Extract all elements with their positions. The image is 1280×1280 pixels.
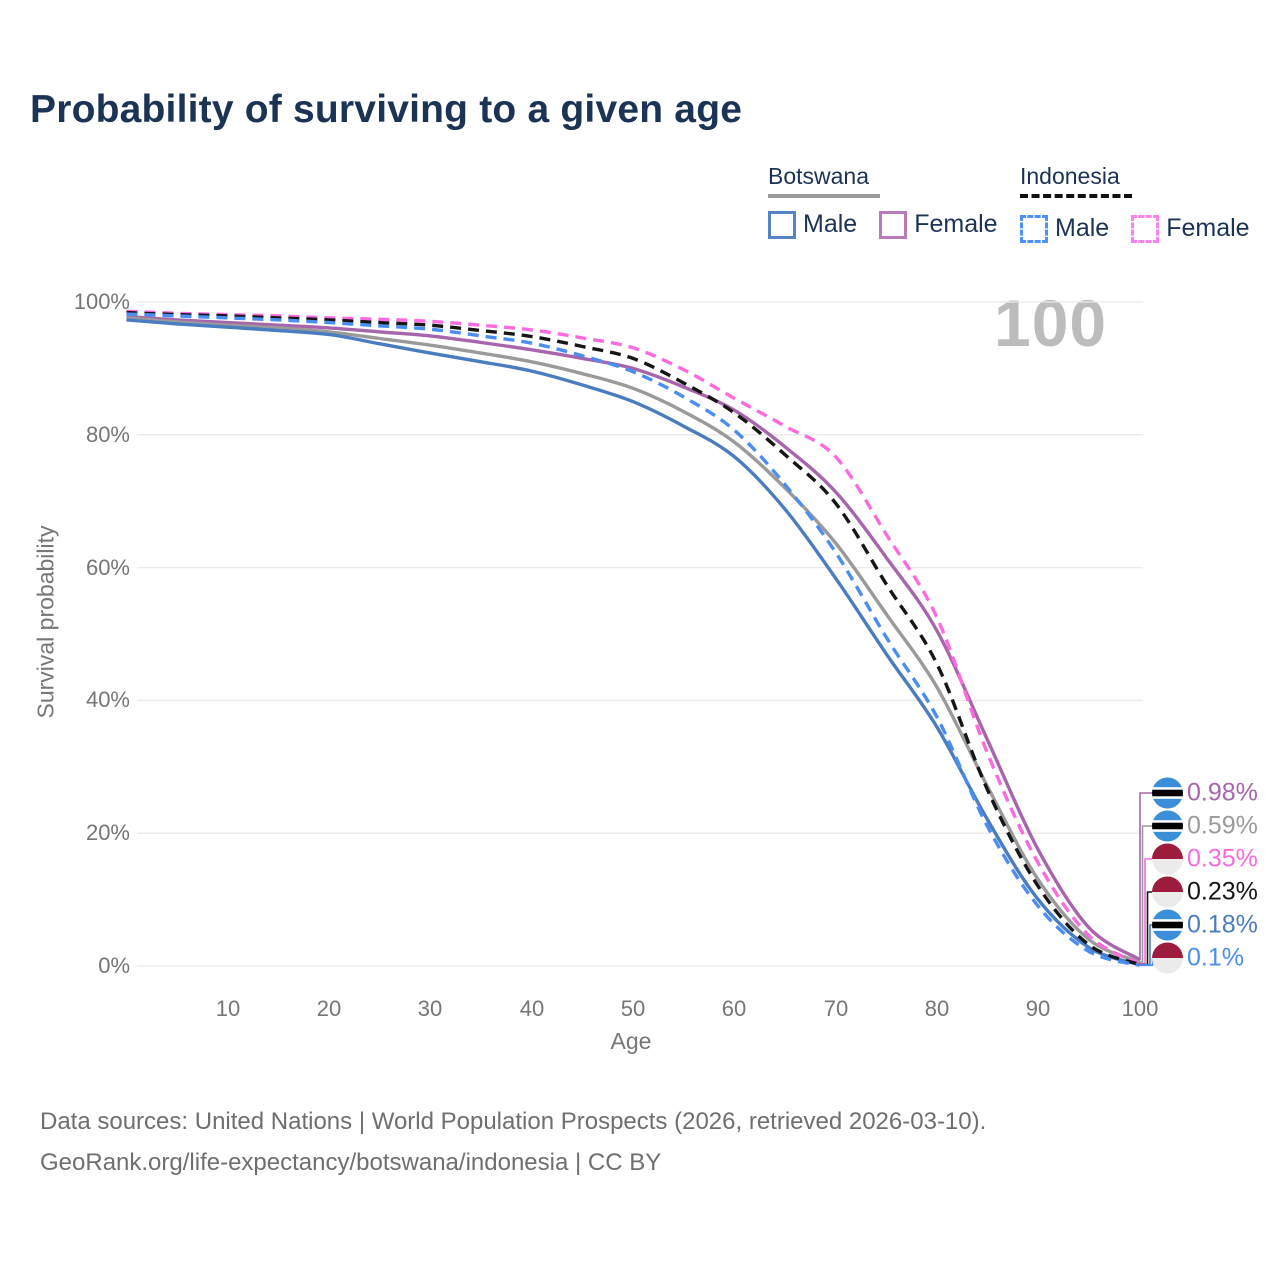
end-value: 0.98% <box>1187 778 1258 807</box>
hover-age-watermark: 100 <box>994 286 1108 360</box>
series-line-botswana <box>126 316 1141 964</box>
legend-group-botswana: Botswana Male Female <box>768 163 1020 239</box>
series-line-indonesia-female <box>126 309 1141 966</box>
end-value: 0.59% <box>1187 811 1258 840</box>
x-tick-label: 70 <box>823 996 849 1021</box>
legend-swatch-indonesia-female[interactable] <box>1131 214 1160 243</box>
indonesia-flag-icon <box>1152 843 1183 875</box>
x-tick-label: 80 <box>924 996 950 1021</box>
x-tick-label: 30 <box>417 996 443 1021</box>
end-value: 0.1% <box>1187 943 1244 972</box>
y-tick-label: 20% <box>85 820 130 845</box>
legend-swatch-indonesia-male[interactable] <box>1020 214 1048 243</box>
series-line-indonesia <box>126 310 1141 967</box>
legend-indonesia-line-sample <box>1020 194 1132 202</box>
series-line-indonesia-male <box>126 312 1140 967</box>
series-line-botswana-female <box>126 314 1141 961</box>
series-end-label-indonesia: 0.23% <box>1152 876 1258 908</box>
botswana-flag-icon <box>1152 909 1183 941</box>
x-tick-label: 60 <box>721 996 747 1021</box>
legend-botswana-line-sample <box>768 194 880 198</box>
series-end-label-indonesia-female: 0.35% <box>1152 843 1258 875</box>
series-end-label-botswana-male: 0.18% <box>1152 909 1258 941</box>
legend-label-indonesia-female[interactable]: Female <box>1166 214 1250 242</box>
y-tick-label: 100% <box>73 289 130 314</box>
end-label-leader <box>1138 792 1152 961</box>
chart-title: Probability of surviving to a given age <box>30 88 743 131</box>
botswana-flag-icon <box>1152 777 1183 809</box>
footer-link-line: GeoRank.org/life-expectancy/botswana/ind… <box>40 1149 662 1176</box>
series-end-label-indonesia-male: 0.1% <box>1152 942 1244 974</box>
y-tick-label: 80% <box>85 422 130 447</box>
legend-swatch-botswana-female[interactable] <box>879 210 908 239</box>
botswana-flag-icon <box>1152 810 1183 842</box>
legend-label-botswana-male[interactable]: Male <box>803 210 858 238</box>
legend-country-botswana[interactable]: Botswana <box>768 163 870 189</box>
y-tick-label: 40% <box>85 687 130 712</box>
x-tick-label: 90 <box>1025 996 1051 1021</box>
footer-source-line: Data sources: United Nations | World Pop… <box>40 1108 987 1135</box>
series-line-botswana-male <box>126 318 1141 967</box>
legend-country-indonesia[interactable]: Indonesia <box>1020 163 1120 189</box>
x-tick-label: 20 <box>316 996 342 1021</box>
y-tick-label: 0% <box>98 953 130 978</box>
legend-label-botswana-female[interactable]: Female <box>914 210 998 238</box>
x-tick-label: 40 <box>519 996 545 1021</box>
x-tick-label: 100 <box>1121 996 1159 1021</box>
series-end-label-botswana: 0.59% <box>1152 810 1258 842</box>
x-tick-label: 10 <box>215 996 241 1021</box>
indonesia-flag-icon <box>1152 876 1183 908</box>
end-label-leader <box>1138 825 1152 963</box>
end-value: 0.18% <box>1187 910 1258 939</box>
legend-label-indonesia-male[interactable]: Male <box>1055 214 1110 242</box>
x-axis-title: Age <box>610 1028 652 1054</box>
x-tick-label: 50 <box>620 996 646 1021</box>
end-value: 0.35% <box>1187 844 1258 873</box>
indonesia-flag-icon <box>1152 942 1183 974</box>
y-tick-label: 60% <box>85 555 130 580</box>
legend-group-indonesia: Indonesia Male Female <box>1020 163 1272 243</box>
series-end-label-botswana-female: 0.98% <box>1152 777 1258 809</box>
end-value: 0.23% <box>1187 877 1258 906</box>
legend-swatch-botswana-male[interactable] <box>768 210 796 239</box>
